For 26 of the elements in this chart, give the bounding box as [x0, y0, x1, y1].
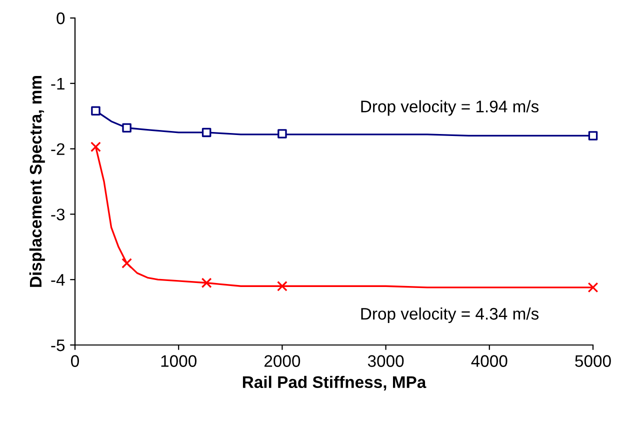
point [276, 280, 288, 292]
point [202, 128, 212, 138]
y-axis-title: Displacement Spectra, mm [29, 76, 45, 287]
x-axis-title: Rail Pad Stiffness, MPa [242, 376, 426, 390]
x-tick-label: 2000 [264, 355, 300, 367]
y-tick-label: -5 [51, 340, 65, 352]
point [122, 258, 132, 268]
y-tick-label: -1 [51, 78, 64, 90]
point [90, 142, 101, 152]
point [588, 282, 598, 293]
annotation: Drop velocity = 4.34 m/s [361, 307, 539, 323]
x-tick-label: 3000 [368, 355, 404, 367]
point [91, 106, 100, 116]
y-tick-label: -2 [51, 143, 64, 155]
y-tick-label: -3 [51, 208, 65, 220]
point [201, 278, 212, 288]
annotation: Drop velocity = 1.94 m/s [361, 100, 539, 116]
x-tick-label: 5000 [575, 355, 611, 367]
y-tick-label: 0 [56, 12, 65, 24]
x-tick-label: 4000 [471, 355, 508, 367]
point [278, 129, 287, 138]
x-tick-label: 1000 [161, 355, 196, 367]
y-tick-label: -4 [51, 274, 65, 286]
point [588, 131, 598, 140]
point [122, 123, 132, 133]
x-tick-label: 0 [71, 355, 79, 367]
